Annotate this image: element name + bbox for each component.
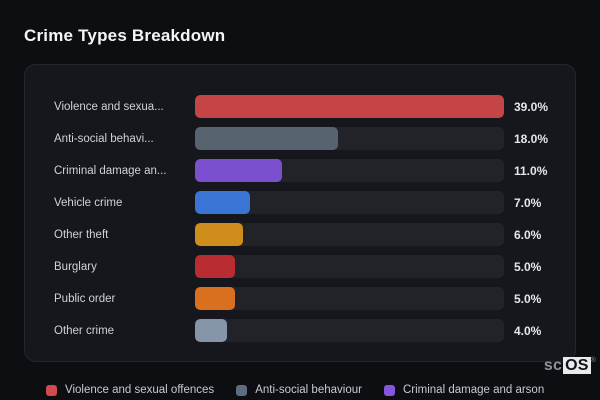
legend-item[interactable]: Anti-social behaviour	[236, 384, 362, 396]
page-title: Crime Types Breakdown	[24, 26, 226, 45]
chart-row: Other theft 6.0%	[54, 223, 565, 246]
bar-track	[195, 159, 504, 182]
bar-track	[195, 223, 504, 246]
registered-mark: ®	[590, 357, 596, 364]
scos-watermark: sc OS ®	[544, 357, 596, 375]
row-value: 4.0%	[514, 323, 542, 338]
bar-fill[interactable]	[195, 287, 235, 310]
legend-swatch	[236, 384, 248, 396]
row-value: 18.0%	[514, 131, 549, 146]
row-label: Other crime	[54, 324, 115, 337]
legend-label: Violence and sexual offences	[65, 384, 215, 396]
row-value: 5.0%	[514, 259, 542, 274]
row-label: Public order	[54, 292, 116, 305]
chart-row: Burglary 5.0%	[54, 255, 565, 278]
legend-label: Anti-social behaviour	[255, 384, 362, 396]
chart-row: Criminal damage an... 11.0%	[54, 159, 565, 182]
chart-card: Violence and sexua... 39.0% Anti-social …	[24, 64, 576, 362]
bar-fill[interactable]	[195, 319, 227, 342]
bar-fill[interactable]	[195, 95, 504, 118]
row-label: Anti-social behavi...	[54, 132, 154, 145]
bar-track	[195, 287, 504, 310]
row-value: 39.0%	[514, 99, 549, 114]
bar-track	[195, 95, 504, 118]
bar-track	[195, 191, 504, 214]
bar-fill[interactable]	[195, 191, 251, 214]
bar-track	[195, 255, 504, 278]
chart-row: Public order 5.0%	[54, 287, 565, 310]
legend-swatch	[46, 384, 57, 396]
row-label: Criminal damage an...	[54, 164, 167, 177]
legend-item[interactable]: Criminal damage and arson	[383, 384, 545, 396]
row-value: 7.0%	[514, 195, 542, 210]
bar-fill[interactable]	[195, 159, 283, 182]
legend-item[interactable]: Violence and sexual offences	[46, 384, 214, 396]
row-value: 11.0%	[514, 163, 548, 178]
bar-fill[interactable]	[195, 223, 243, 246]
bar-track	[195, 127, 504, 150]
row-value: 5.0%	[514, 291, 542, 306]
bar-fill[interactable]	[195, 127, 338, 150]
chart-row: Anti-social behavi... 18.0%	[54, 127, 565, 150]
chart-row: Other crime 4.0%	[54, 319, 565, 342]
row-label: Vehicle crime	[54, 196, 123, 209]
row-value: 6.0%	[514, 227, 542, 242]
chart-rows: Violence and sexua... 39.0% Anti-social …	[54, 95, 565, 342]
row-label: Other theft	[54, 228, 109, 241]
brand-prefix: sc	[543, 357, 563, 374]
chart-legend: Violence and sexual offences Anti-social…	[46, 384, 544, 396]
legend-label: Criminal damage and arson	[402, 384, 545, 396]
row-label: Violence and sexua...	[54, 100, 164, 113]
chart-row: Violence and sexua... 39.0%	[54, 95, 565, 118]
chart-row: Vehicle crime 7.0%	[54, 191, 565, 214]
brand-box: OS	[563, 357, 591, 374]
legend-swatch	[383, 384, 395, 396]
bar-track	[195, 319, 504, 342]
bar-fill[interactable]	[195, 255, 235, 278]
row-label: Burglary	[54, 260, 97, 273]
